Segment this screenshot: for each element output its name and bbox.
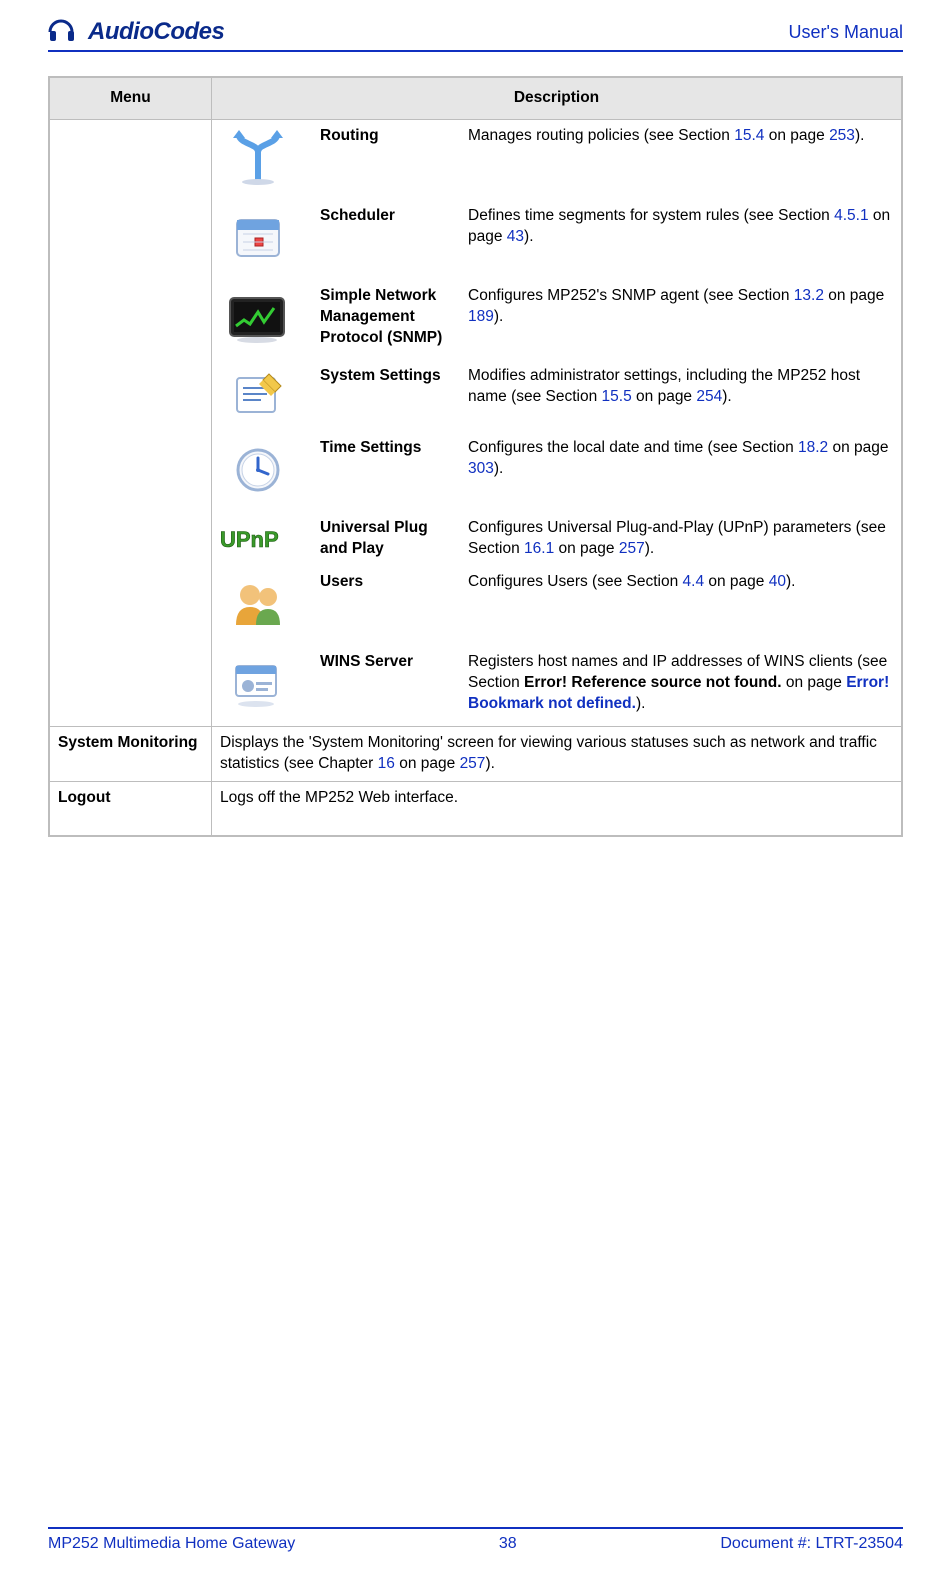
feature-row-time-settings: Time Settings Configures the local date … <box>212 432 901 512</box>
feature-row-upnp: UPnP Universal Plug and Play Configures … <box>212 512 901 566</box>
desc-text: Defines time segments for system rules (… <box>468 207 834 224</box>
snmp-icon <box>218 286 298 350</box>
desc-text: on page <box>395 755 460 772</box>
section-ref-link[interactable]: 4.5.1 <box>834 207 868 224</box>
table-row: Logout Logs off the MP252 Web interface. <box>49 781 902 835</box>
feature-desc: Manages routing policies (see Section 15… <box>468 126 895 190</box>
routing-icon <box>218 126 298 190</box>
desc-system-monitoring: Displays the 'System Monitoring' screen … <box>212 726 903 781</box>
desc-text: Configures the local date and time (see … <box>468 439 798 456</box>
feature-row-users: Users Configures Users (see Section 4.4 … <box>212 566 901 646</box>
feature-desc: Configures Users (see Section 4.4 on pag… <box>468 572 895 636</box>
desc-text: on page <box>782 674 847 691</box>
desc-text: Configures MP252's SNMP agent (see Secti… <box>468 287 794 304</box>
footer-right: Document #: LTRT-23504 <box>720 1535 903 1553</box>
desc-text: ). <box>855 127 864 144</box>
feature-row-snmp: Simple Network Management Protocol (SNMP… <box>212 280 901 360</box>
feature-name: Users <box>320 572 458 636</box>
feature-name: Universal Plug and Play <box>320 518 458 562</box>
section-ref-link[interactable]: 15.4 <box>734 127 764 144</box>
svg-text:UPnP: UPnP <box>220 527 279 552</box>
th-menu: Menu <box>49 77 212 119</box>
footer-page-number: 38 <box>499 1535 517 1553</box>
section-ref-link[interactable]: 15.5 <box>602 388 632 405</box>
page-ref-link[interactable]: 40 <box>769 573 786 590</box>
feature-desc: Configures MP252's SNMP agent (see Secti… <box>468 286 895 350</box>
feature-name: Scheduler <box>320 206 458 270</box>
menu-system-monitoring: System Monitoring <box>49 726 212 781</box>
desc-text: on page <box>554 540 619 557</box>
feature-row-wins: WINS Server Registers host names and IP … <box>212 646 901 726</box>
section-ref-link[interactable]: 4.4 <box>683 573 705 590</box>
logo-mark-icon <box>48 19 82 45</box>
desc-text: ). <box>494 460 503 477</box>
time-icon <box>218 438 298 502</box>
desc-text: on page <box>828 439 888 456</box>
page-ref-link[interactable]: 253 <box>829 127 855 144</box>
table-row: System Monitoring Displays the 'System M… <box>49 726 902 781</box>
upnp-icon: UPnP <box>218 518 298 562</box>
desc-text: Displays the 'System Monitoring' screen … <box>220 734 877 772</box>
desc-text: ). <box>494 308 503 325</box>
feature-desc: Configures the local date and time (see … <box>468 438 895 502</box>
page-header: AudioCodes User's Manual <box>48 18 903 52</box>
wins-icon <box>218 652 298 716</box>
menu-logout: Logout <box>49 781 212 835</box>
section-ref-link[interactable]: 16.1 <box>524 540 554 557</box>
feature-row-routing: Routing Manages routing policies (see Se… <box>212 120 901 200</box>
page-ref-link[interactable]: 189 <box>468 308 494 325</box>
section-ref-link[interactable]: 13.2 <box>794 287 824 304</box>
desc-text: ). <box>636 695 645 712</box>
desc-text: ). <box>485 755 494 772</box>
footer-left: MP252 Multimedia Home Gateway <box>48 1535 295 1553</box>
page-ref-link[interactable]: 257 <box>619 540 645 557</box>
page-ref-link[interactable]: 43 <box>507 228 524 245</box>
chapter-ref-link[interactable]: 16 <box>378 755 395 772</box>
desc-text: on page <box>632 388 697 405</box>
settings-icon <box>218 366 298 422</box>
feature-name: Time Settings <box>320 438 458 502</box>
page-ref-link[interactable]: 257 <box>460 755 486 772</box>
feature-table: Menu Description <box>48 76 903 837</box>
menu-cell-empty <box>49 119 212 726</box>
feature-desc: Registers host names and IP addresses of… <box>468 652 895 716</box>
feature-desc: Defines time segments for system rules (… <box>468 206 895 270</box>
desc-text: ). <box>786 573 795 590</box>
users-icon <box>218 572 298 636</box>
feature-row-scheduler: Scheduler Defines time segments for syst… <box>212 200 901 280</box>
logo-text: AudioCodes <box>88 18 224 46</box>
feature-desc: Modifies administrator settings, includi… <box>468 366 895 422</box>
header-right-text: User's Manual <box>789 22 903 43</box>
scheduler-icon <box>218 206 298 270</box>
desc-text: on page <box>704 573 769 590</box>
error-ref-bold: Error! Reference source not found. <box>524 674 782 691</box>
desc-text: Configures Users (see Section <box>468 573 683 590</box>
logo: AudioCodes <box>48 18 224 46</box>
th-description: Description <box>212 77 903 119</box>
page-ref-link[interactable]: 254 <box>696 388 722 405</box>
feature-name: System Settings <box>320 366 458 422</box>
desc-text: ). <box>645 540 654 557</box>
feature-name: WINS Server <box>320 652 458 716</box>
table-row: Routing Manages routing policies (see Se… <box>49 119 902 726</box>
section-ref-link[interactable]: 18.2 <box>798 439 828 456</box>
page-ref-link[interactable]: 303 <box>468 460 494 477</box>
desc-text: ). <box>524 228 533 245</box>
desc-text: on page <box>764 127 829 144</box>
feature-desc: Configures Universal Plug-and-Play (UPnP… <box>468 518 895 562</box>
desc-text: Manages routing policies (see Section <box>468 127 734 144</box>
feature-name: Simple Network Management Protocol (SNMP… <box>320 286 458 350</box>
desc-logout: Logs off the MP252 Web interface. <box>212 781 903 835</box>
desc-text: ). <box>722 388 731 405</box>
feature-row-system-settings: System Settings Modifies administrator s… <box>212 360 901 432</box>
feature-name: Routing <box>320 126 458 190</box>
desc-text: on page <box>824 287 884 304</box>
page-footer: MP252 Multimedia Home Gateway 38 Documen… <box>0 1527 951 1553</box>
